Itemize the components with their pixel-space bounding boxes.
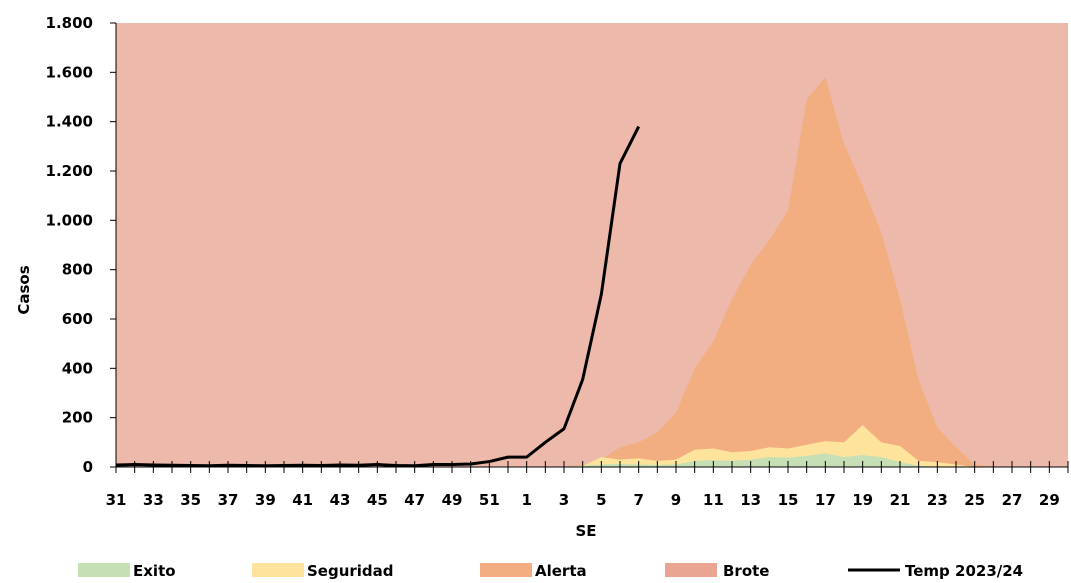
x-tick-label: 23 — [927, 491, 948, 509]
legend-swatch-brote — [665, 563, 717, 577]
x-tick-label: 19 — [852, 491, 873, 509]
legend-label-temp-2023-24: Temp 2023/24 — [905, 562, 1023, 580]
legend-label-seguridad: Seguridad — [307, 562, 394, 580]
x-tick-label: 9 — [671, 491, 681, 509]
x-tick-label: 39 — [255, 491, 276, 509]
x-tick-label: 31 — [106, 491, 127, 509]
y-tick-label: 1.800 — [46, 14, 93, 32]
axes: 02004006008001.0001.2001.4001.6001.80031… — [46, 14, 1069, 509]
x-tick-label: 3 — [559, 491, 569, 509]
y-tick-label: 400 — [62, 359, 93, 377]
plot-areas — [116, 23, 1068, 468]
x-tick-label: 11 — [703, 491, 724, 509]
x-tick-label: 25 — [964, 491, 985, 509]
x-tick-label: 29 — [1039, 491, 1060, 509]
legend-swatch-seguridad — [252, 563, 304, 577]
x-tick-label: 5 — [596, 491, 606, 509]
x-tick-label: 43 — [330, 491, 351, 509]
x-tick-label: 45 — [367, 491, 388, 509]
legend-label-brote: Brote — [723, 562, 769, 580]
x-tick-label: 15 — [778, 491, 799, 509]
x-tick-label: 47 — [404, 491, 425, 509]
y-axis-title: Casos — [15, 265, 33, 314]
x-tick-label: 49 — [442, 491, 463, 509]
line-temp-2023-24 — [115, 125, 641, 468]
y-tick-label: 200 — [62, 409, 93, 427]
x-tick-label: 17 — [815, 491, 836, 509]
x-tick-label: 7 — [633, 491, 643, 509]
y-tick-label: 0 — [83, 458, 93, 476]
legend-label-exito: Exito — [133, 562, 176, 580]
x-tick-label: 35 — [180, 491, 201, 509]
legend-swatch-exito — [78, 563, 130, 577]
x-tick-label: 51 — [479, 491, 500, 509]
legend-swatch-alerta — [480, 563, 532, 577]
legend: Exito Seguridad Alerta Brote Temp 2023/24 — [78, 562, 1023, 580]
x-tick-label: 21 — [890, 491, 911, 509]
y-tick-label: 1.400 — [46, 113, 93, 131]
y-tick-label: 600 — [62, 310, 93, 328]
x-tick-label: 37 — [218, 491, 239, 509]
x-tick-label: 33 — [143, 491, 164, 509]
x-tick-label: 13 — [740, 491, 761, 509]
y-tick-label: 1.600 — [46, 63, 93, 81]
area-exito — [116, 453, 1068, 467]
y-tick-label: 1.200 — [46, 162, 93, 180]
x-tick-label: 1 — [521, 491, 531, 509]
y-tick-label: 800 — [62, 261, 93, 279]
legend-label-alerta: Alerta — [535, 562, 587, 580]
x-axis-title: SE — [575, 522, 596, 540]
x-tick-label: 41 — [292, 491, 313, 509]
x-tick-label: 27 — [1002, 491, 1023, 509]
area-alerta — [116, 77, 1068, 468]
y-tick-label: 1.000 — [46, 211, 93, 229]
line-layer — [115, 125, 641, 468]
